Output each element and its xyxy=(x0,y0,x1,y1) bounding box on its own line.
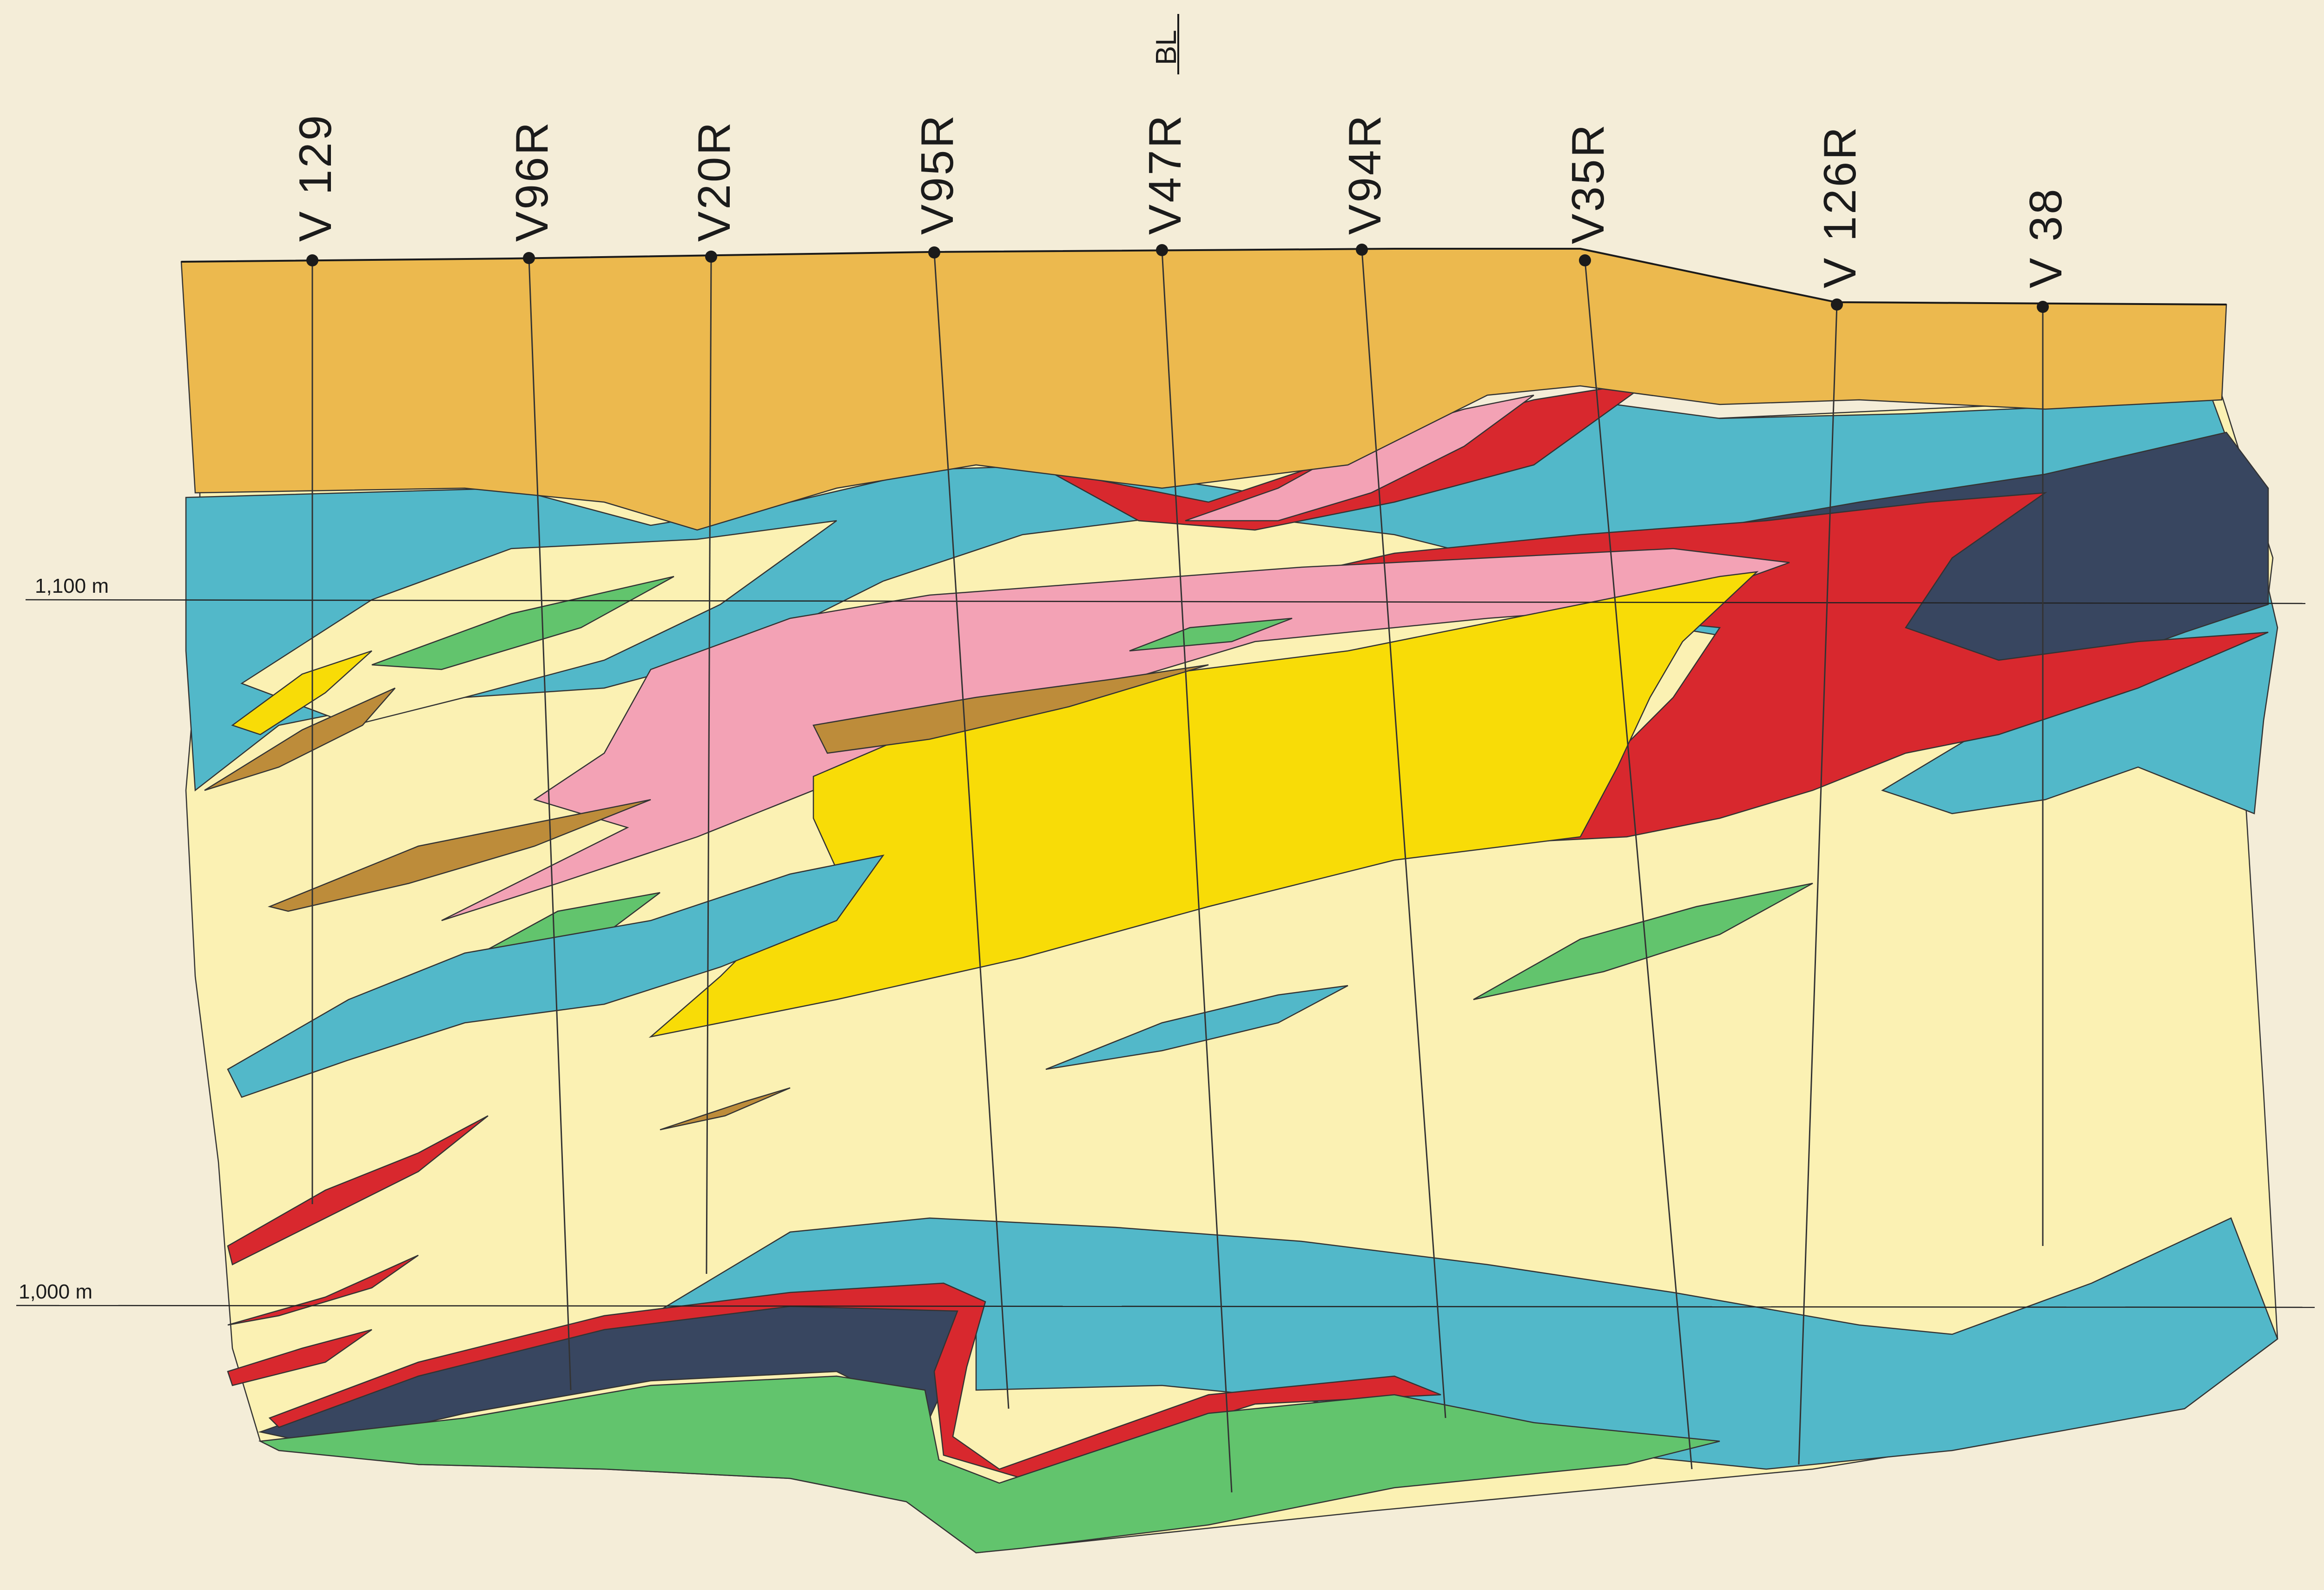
drill-hole-label: V 38 xyxy=(2020,187,2071,288)
elevation-line-1100 xyxy=(25,599,2306,604)
red-lens-left-3 xyxy=(227,1329,372,1386)
red-lens-left-2 xyxy=(227,1254,419,1326)
brown-band-4 xyxy=(660,1087,791,1131)
drill-hole-trace[interactable] xyxy=(1798,304,1838,1465)
drill-hole-collar[interactable] xyxy=(306,254,318,266)
green-lens-upper-left xyxy=(371,576,674,670)
elevation-label-1000: 1,000 m xyxy=(19,1280,92,1303)
drill-hole-collar[interactable] xyxy=(1831,298,1843,311)
drill-hole-trace[interactable] xyxy=(1361,249,1446,1418)
drill-hole-trace[interactable] xyxy=(933,252,1010,1409)
drill-hole-label: V35R xyxy=(1562,123,1613,244)
drill-hole-label: V 126R xyxy=(1814,125,1865,288)
yellow-lens-left xyxy=(231,650,372,735)
baseline-label: BL xyxy=(1150,30,1182,65)
drill-hole-collar[interactable] xyxy=(523,252,535,264)
cyan-unit-lower xyxy=(627,1217,2278,1470)
drill-hole-traces xyxy=(311,249,2044,1493)
drill-hole-collar[interactable] xyxy=(1156,244,1168,256)
drill-hole-collar[interactable] xyxy=(1356,244,1368,256)
drill-hole-trace[interactable] xyxy=(528,258,572,1391)
green-lens-right xyxy=(1473,882,1813,1000)
drill-hole-collar[interactable] xyxy=(2037,301,2049,313)
brown-band-2 xyxy=(267,799,651,912)
green-unit-lower-fold xyxy=(258,1375,1720,1554)
drill-hole-label: V47R xyxy=(1139,113,1190,235)
brown-band-3 xyxy=(204,687,396,791)
drill-hole-trace[interactable] xyxy=(1161,250,1233,1493)
green-lens-small xyxy=(1129,617,1293,652)
drill-hole-label: V96R xyxy=(506,120,557,242)
drill-hole-label: V94R xyxy=(1339,113,1390,235)
drill-hole-labels: V 129 V96R V20R V95R V47R V94R V35R V 12… xyxy=(290,113,2071,288)
drill-hole-label: V20R xyxy=(688,120,739,242)
drill-hole-label: V 129 xyxy=(290,113,341,242)
elevation-label-1100: 1,100 m xyxy=(35,575,109,597)
ground-surface-line xyxy=(181,248,2227,305)
drill-hole-collar[interactable] xyxy=(705,251,717,263)
drill-hole-collar[interactable] xyxy=(1579,254,1591,266)
red-lens-left-1 xyxy=(227,1115,489,1265)
brown-band-1 xyxy=(812,664,1209,754)
elevation-line-1000 xyxy=(16,1305,2315,1308)
drill-hole-collars xyxy=(306,244,2049,313)
drill-hole-collar[interactable] xyxy=(928,246,940,258)
drill-hole-trace[interactable] xyxy=(1584,260,1693,1470)
cyan-lens-lower xyxy=(1045,985,1348,1070)
drill-hole-label: V95R xyxy=(911,113,963,235)
drill-hole-trace[interactable] xyxy=(706,256,712,1274)
red-fold-band xyxy=(268,1282,1441,1479)
